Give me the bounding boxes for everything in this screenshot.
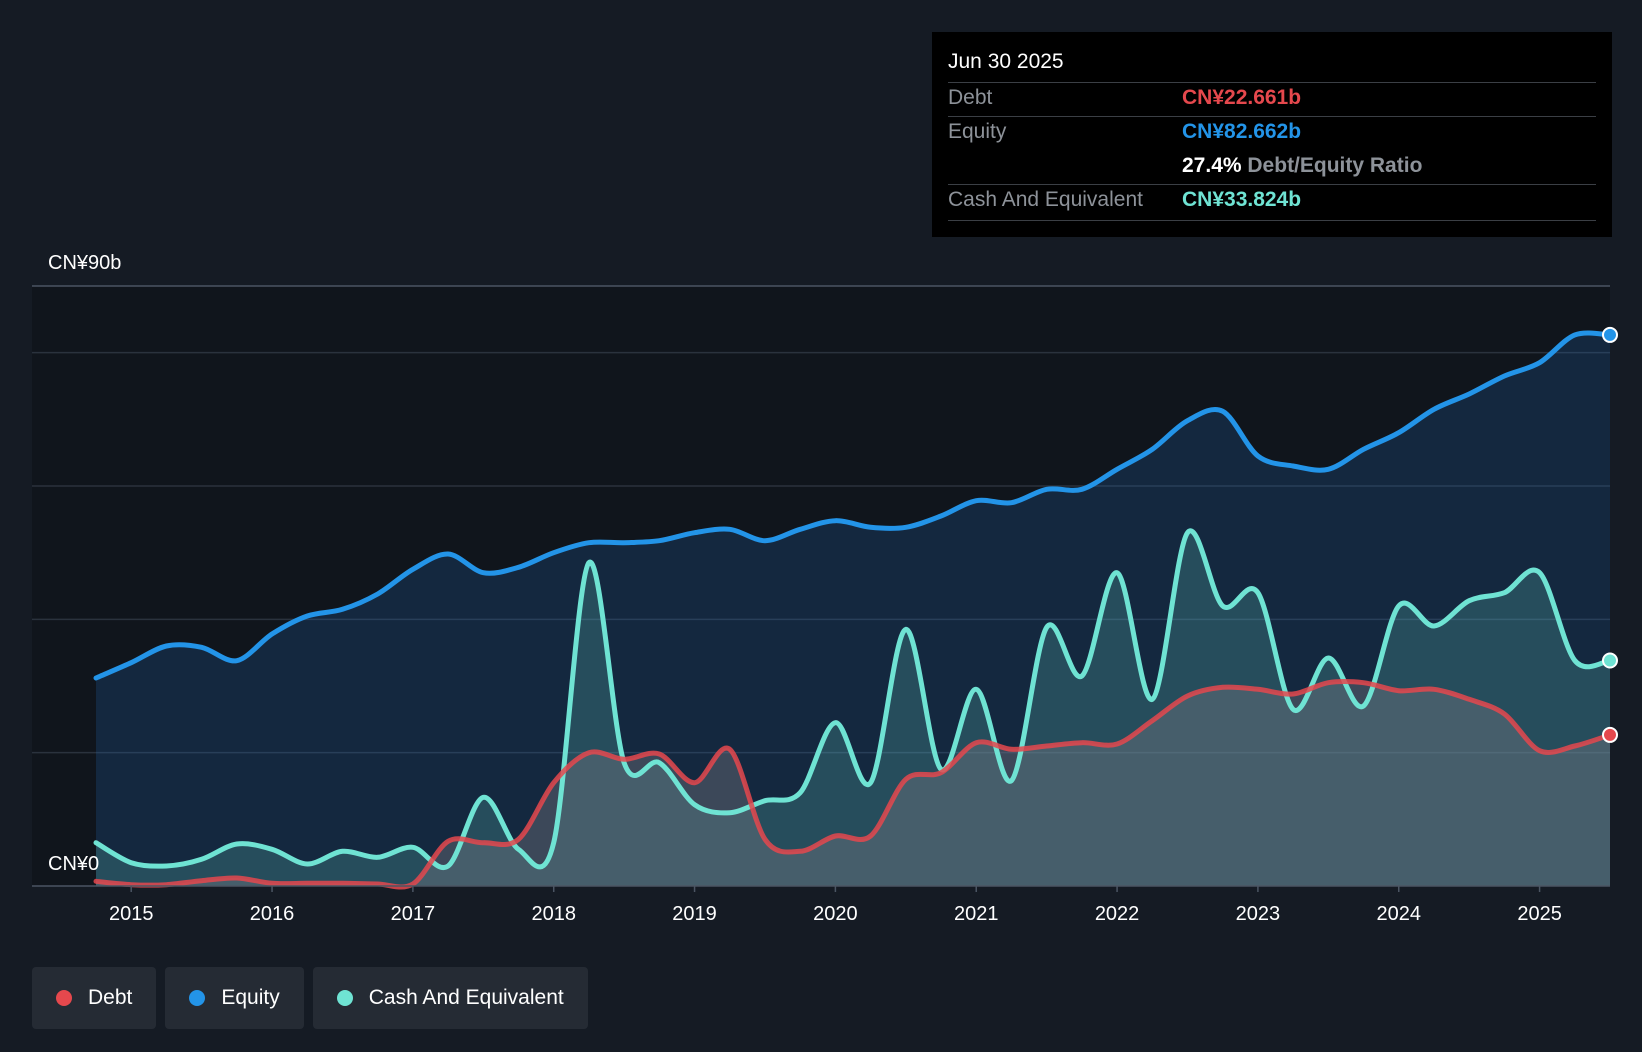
tooltip-debt-label: Debt	[948, 86, 993, 109]
y-axis-top-label: CN¥90b	[48, 252, 121, 274]
tooltip-ratio-value: 27.4%	[1182, 154, 1242, 177]
cash-and-equivalent-area	[96, 530, 1610, 886]
tooltip-date: Jun 30 2025	[948, 50, 1064, 73]
x-tick-label: 2021	[954, 903, 999, 925]
series-areas	[96, 332, 1610, 888]
series-end-markers	[1602, 326, 1618, 743]
plot-background	[32, 286, 1610, 886]
cash-and-equivalent-end-marker	[1602, 652, 1618, 669]
tooltip-debt-value: CN¥22.661b	[1182, 86, 1302, 109]
debt-line	[93, 679, 1613, 890]
tooltip-divider	[948, 184, 1596, 185]
cash-and-equivalent-line	[93, 528, 1613, 870]
legend-dot-icon	[56, 990, 72, 1006]
equity-end-marker	[1602, 326, 1618, 343]
series-lines	[93, 330, 1613, 890]
tooltip-ratio-label: Debt/Equity Ratio	[1247, 154, 1423, 177]
legend-label: Debt	[88, 986, 133, 1009]
legend-dot-icon	[336, 990, 353, 1006]
legend-item-equity[interactable]: Equity	[165, 967, 304, 1029]
equity-area	[96, 332, 1610, 886]
x-tick-label: 2023	[1236, 903, 1281, 925]
x-tick-label: 2020	[813, 903, 858, 925]
tooltip-equity-label: Equity	[948, 120, 1007, 143]
x-tick-label: 2016	[250, 903, 295, 925]
tooltip-equity-value: CN¥82.662b	[1182, 120, 1302, 143]
legend-item-debt[interactable]: Debt	[32, 967, 157, 1029]
x-tick-label: 2025	[1517, 903, 1562, 925]
tooltip-ratio: 27.4% Debt/Equity Ratio	[1182, 154, 1422, 178]
y-axis-bottom-label: CN¥0	[48, 853, 99, 875]
legend: Debt Equity Cash And Equivalent	[32, 967, 588, 1029]
tooltip-divider	[948, 116, 1596, 117]
legend-dot-icon	[189, 990, 206, 1006]
equity-line	[93, 330, 1613, 681]
tooltip-cash-value: CN¥33.824b	[1182, 188, 1302, 211]
x-tick-label: 2017	[391, 903, 436, 925]
legend-label: Cash And Equivalent	[368, 986, 564, 1009]
x-axis-ticks: 2015 2016 2017 2018 2019 2020 2021 2022 2023 2024…	[109, 886, 1562, 925]
tooltip-panel: Jun 30 2025 Debt CN¥22.661b Equity CN¥82…	[932, 32, 1612, 237]
legend-label: Equity	[221, 986, 280, 1009]
tooltip-cash-label: Cash And Equivalent	[948, 188, 1143, 211]
legend-item-cash[interactable]: Cash And Equivalent	[312, 967, 588, 1029]
x-tick-label: 2022	[1095, 903, 1140, 925]
x-tick-label: 2019	[672, 903, 717, 925]
tooltip-divider	[948, 82, 1596, 83]
x-tick-label: 2024	[1376, 903, 1421, 925]
tooltip-divider	[948, 220, 1596, 221]
x-tick-label: 2015	[109, 903, 154, 925]
debt-end-marker	[1602, 726, 1618, 743]
x-tick-label: 2018	[531, 903, 576, 925]
debt-area	[96, 681, 1610, 888]
